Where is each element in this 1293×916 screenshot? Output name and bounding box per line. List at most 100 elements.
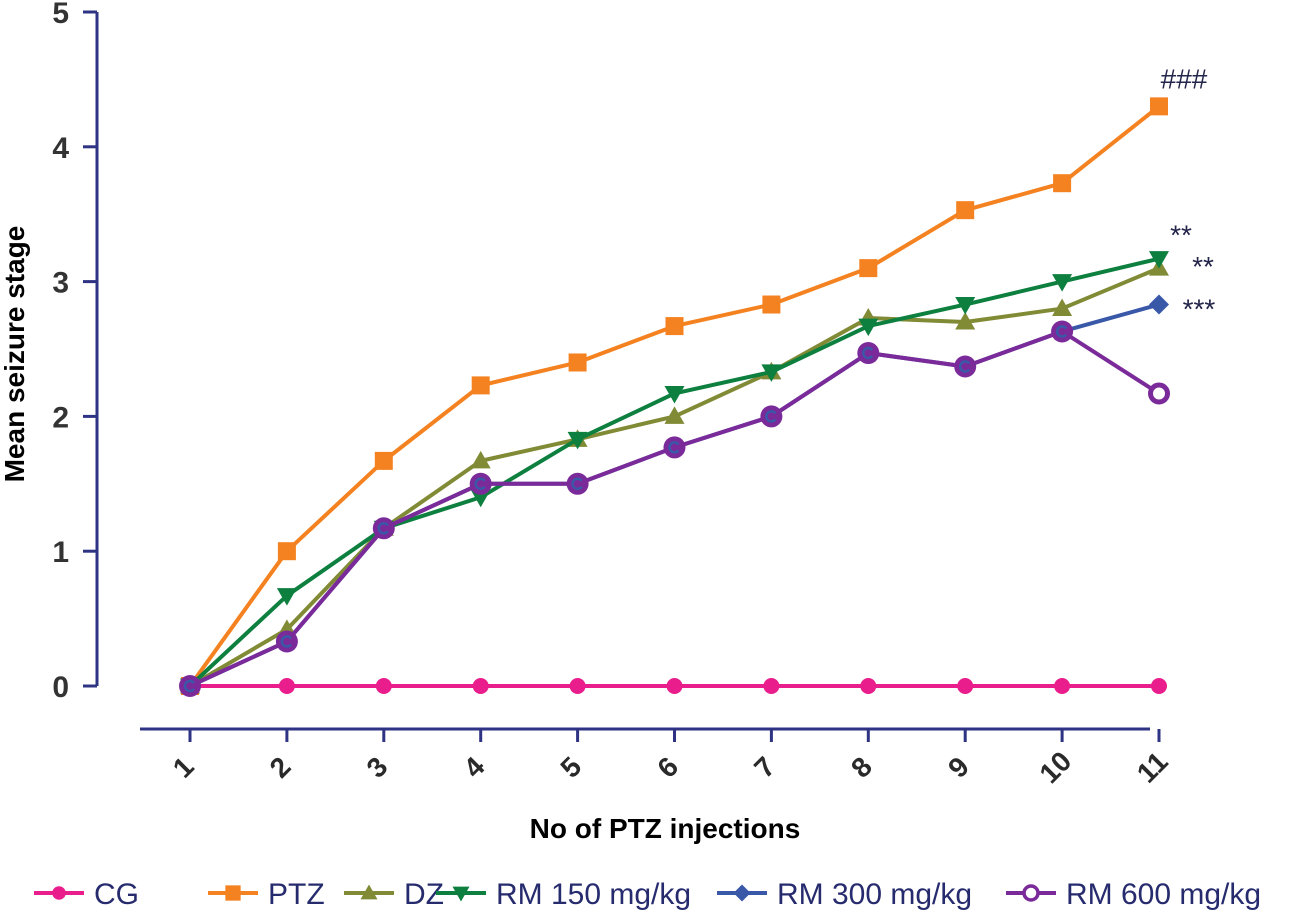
data-point — [957, 678, 974, 694]
annotations: ###******* — [1161, 63, 1216, 324]
data-point — [1052, 298, 1073, 317]
x-axis-title: No of PTZ injections — [530, 813, 801, 844]
data-point — [664, 385, 685, 404]
data-point — [276, 588, 297, 606]
data-point-inner — [958, 360, 971, 373]
data-point-inner — [1055, 325, 1068, 338]
y-axis-title: Mean seizure stage — [0, 226, 30, 483]
legend-item: RM 300 mg/kg — [717, 878, 972, 911]
legend-item: DZ — [344, 878, 444, 911]
data-point — [760, 405, 783, 428]
data-point — [1149, 294, 1169, 315]
legend-label: RM 600 mg/kg — [1066, 878, 1261, 911]
data-point — [278, 678, 295, 694]
legend-label: PTZ — [268, 878, 325, 911]
significance-annotation: ### — [1161, 63, 1208, 94]
data-point — [859, 259, 878, 278]
significance-annotation: *** — [1183, 294, 1216, 325]
x-tick-label: 3 — [361, 751, 394, 784]
data-point — [471, 376, 490, 395]
series-rm-300-mg-kg — [180, 294, 1169, 696]
data-point — [1151, 678, 1167, 694]
data-point — [470, 450, 491, 469]
data-point — [1052, 274, 1073, 292]
data-point — [1054, 678, 1071, 694]
data-point-inner — [474, 477, 486, 490]
data-point-inner — [765, 410, 777, 423]
data-point — [762, 295, 781, 314]
y-tick-label: 2 — [52, 401, 69, 434]
x-tick-label: 6 — [651, 751, 684, 784]
data-point — [860, 678, 877, 694]
data-point — [567, 431, 588, 450]
data-point-inner — [280, 635, 292, 648]
data-point — [763, 678, 780, 694]
data-point-inner — [571, 477, 583, 490]
data-point-inner — [862, 346, 874, 360]
data-point — [372, 517, 395, 540]
data-point — [1051, 320, 1074, 343]
data-point — [569, 678, 586, 694]
data-point — [1150, 97, 1168, 116]
legend: CG PTZ DZ RM 150 mg/kg RM 300 mg/kg RM 600 mg… — [34, 878, 1261, 911]
data-point-inner — [668, 441, 680, 454]
y-tick-label: 4 — [52, 132, 69, 165]
data-point — [179, 675, 201, 697]
data-point — [663, 436, 686, 459]
significance-annotation: ** — [1192, 251, 1214, 282]
y-tick-label: 3 — [52, 267, 69, 300]
legend-item: PTZ — [208, 878, 325, 911]
y-tick-label: 5 — [52, 0, 69, 30]
data-point — [566, 472, 589, 495]
data-point — [469, 472, 492, 495]
data-point — [956, 201, 975, 220]
legend-marker — [225, 885, 241, 901]
data-point — [664, 406, 685, 424]
data-point — [374, 451, 393, 470]
x-tick-label: 11 — [1131, 746, 1174, 789]
series-layer — [179, 97, 1170, 697]
legend-item: CG — [34, 878, 139, 911]
data-point — [666, 678, 683, 694]
x-tick-label: 9 — [942, 751, 975, 784]
data-point — [277, 542, 296, 561]
y-tick-label: 1 — [52, 536, 69, 569]
data-point — [375, 678, 392, 694]
x-tick-label: 4 — [458, 751, 491, 784]
series-line — [189, 302, 1160, 688]
legend-item: RM 600 mg/kg — [1006, 878, 1261, 911]
y-tick-label: 0 — [52, 671, 69, 704]
data-point — [665, 317, 684, 336]
x-tick-label: 2 — [264, 751, 297, 784]
legend-label: RM 300 mg/kg — [777, 878, 972, 911]
data-point — [568, 353, 587, 372]
data-point — [470, 489, 491, 508]
data-point-inner — [377, 522, 389, 535]
data-point — [955, 312, 976, 330]
x-tick-label: 5 — [554, 751, 587, 784]
series-cg — [182, 678, 1167, 694]
legend-marker — [360, 884, 378, 900]
series-rm-600-mg-kg — [179, 320, 1170, 697]
data-point — [275, 630, 298, 653]
legend-marker — [1022, 884, 1040, 902]
legend-label: CG — [94, 878, 139, 911]
x-tick-label: 7 — [748, 751, 781, 784]
legend-label: RM 150 mg/kg — [496, 878, 691, 911]
data-point-inner — [183, 679, 195, 693]
data-point — [954, 355, 977, 378]
x-tick-label: 10 — [1033, 745, 1077, 789]
data-point — [761, 364, 782, 382]
data-point — [1053, 174, 1072, 193]
data-point — [1148, 382, 1170, 405]
legend-item: RM 150 mg/kg — [436, 878, 691, 911]
legend-marker — [733, 884, 751, 902]
data-point — [857, 342, 880, 365]
data-point — [858, 318, 879, 337]
significance-annotation: ** — [1170, 220, 1192, 251]
legend-marker — [52, 886, 66, 900]
data-point — [472, 678, 489, 694]
x-tick-label: 1 — [167, 751, 200, 784]
data-point — [955, 297, 976, 315]
